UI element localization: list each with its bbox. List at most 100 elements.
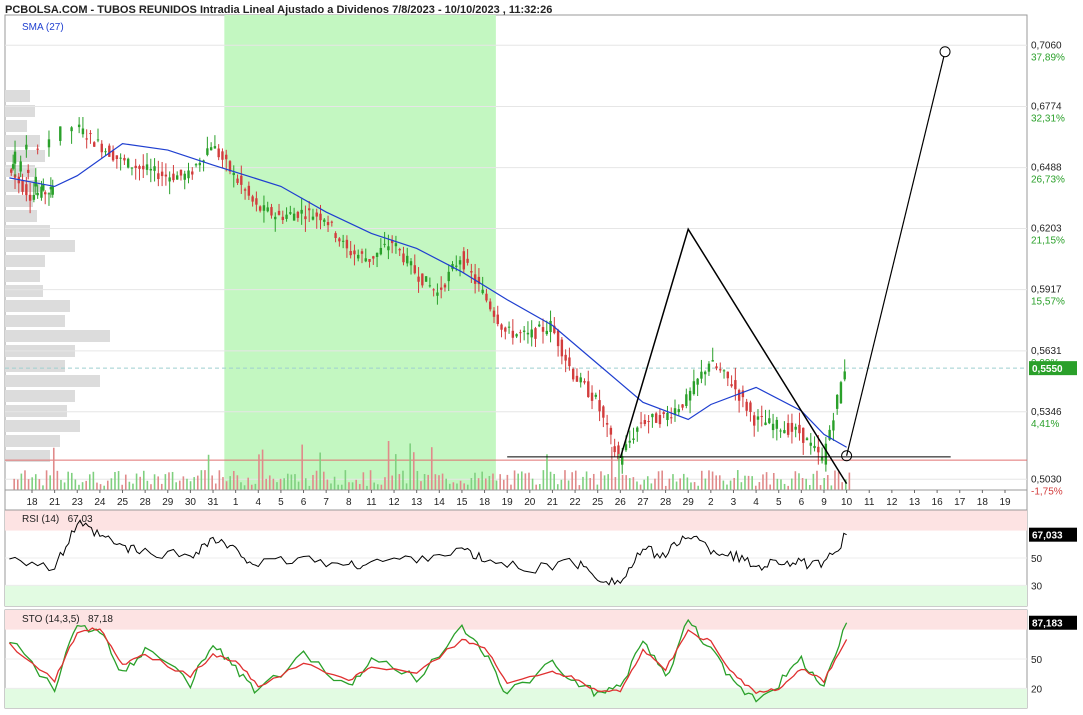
candle-body <box>160 171 164 177</box>
candle-body <box>21 180 24 192</box>
sto-last-value-label: 87,183 <box>1032 619 1063 630</box>
volume-bar <box>711 471 714 490</box>
volume-bar <box>524 473 527 490</box>
candle-body <box>783 430 786 434</box>
candle-body <box>70 127 73 132</box>
candle-body <box>119 157 122 159</box>
volume-bar <box>308 485 311 490</box>
candle-body <box>843 371 846 380</box>
y-tick-percent: -1,75% <box>1031 486 1063 497</box>
candle-body <box>677 409 680 413</box>
y-tick-label: 0,5917 <box>1031 285 1062 296</box>
volume-bar <box>420 481 422 490</box>
volume-profile-bar <box>5 210 37 222</box>
candle-body <box>387 246 390 251</box>
rsi-label: RSI (14) 67,03 <box>22 514 93 525</box>
volume-profile-bar <box>5 105 35 117</box>
candle-body <box>439 287 443 290</box>
candle-body <box>666 412 669 421</box>
candle-body <box>688 390 692 401</box>
candle-body <box>255 198 258 205</box>
volume-bar <box>312 474 314 490</box>
volume-bar <box>13 478 15 490</box>
volume-bar <box>754 485 757 490</box>
volume-bar <box>560 479 563 490</box>
candle-body <box>745 401 748 411</box>
volume-bar <box>571 472 573 490</box>
candle-body <box>42 184 45 191</box>
candle-body <box>353 250 356 255</box>
candle-body <box>651 413 654 418</box>
candle-body <box>258 206 262 211</box>
y-tick-percent: 21,15% <box>1031 236 1065 247</box>
volume-bar <box>92 471 95 490</box>
volume-bar <box>160 483 163 490</box>
volume-bar <box>81 482 84 490</box>
volume-bar <box>283 478 285 490</box>
volume-bar <box>747 475 750 490</box>
candle-body <box>108 145 111 157</box>
volume-bar <box>520 471 523 490</box>
x-tick-label: 6 <box>799 497 805 508</box>
candle-body <box>741 390 745 398</box>
volume-bar <box>409 443 411 490</box>
volume-profile-bar <box>5 195 33 207</box>
y-tick-label: 0,5346 <box>1031 407 1062 418</box>
candle-body <box>409 261 413 266</box>
candle-body <box>326 222 330 226</box>
candle-body <box>43 192 47 195</box>
volume-bar <box>596 484 599 490</box>
volume-bar <box>582 476 584 490</box>
volume-bar <box>204 470 206 490</box>
candle-body <box>232 172 235 176</box>
candle-body <box>526 332 530 335</box>
volume-bar <box>405 483 408 490</box>
candle-body <box>372 256 375 259</box>
volume-profile-bar <box>5 150 45 162</box>
x-tick-label: 18 <box>977 497 989 508</box>
volume-bar <box>790 478 793 490</box>
volume-bar <box>481 471 483 490</box>
volume-bar <box>661 470 663 490</box>
candle-body <box>726 371 730 379</box>
candle-body <box>225 154 228 160</box>
candle-body <box>383 243 386 245</box>
volume-bar <box>650 483 653 490</box>
volume-bar <box>808 484 811 490</box>
candle-body <box>670 417 673 419</box>
x-tick-label: 2 <box>708 497 714 508</box>
volume-bar <box>250 484 253 490</box>
volume-bar <box>578 485 581 490</box>
candle-body <box>243 189 247 191</box>
candle-body <box>357 254 360 259</box>
volume-bar <box>700 470 703 490</box>
volume-bar <box>376 484 379 490</box>
volume-profile-bar <box>5 375 100 387</box>
candle-body <box>51 185 54 195</box>
candle-body <box>703 371 707 375</box>
volume-bar <box>549 471 552 490</box>
x-tick-label: 4 <box>753 497 759 508</box>
volume-bar <box>837 471 840 490</box>
y-tick-percent: 26,73% <box>1031 175 1065 186</box>
volume-bar <box>736 470 739 490</box>
candle-body <box>247 185 251 196</box>
x-tick-label: 27 <box>637 497 649 508</box>
volume-bar <box>99 484 102 490</box>
volume-bar <box>398 474 401 490</box>
x-tick-label: 19 <box>502 497 514 508</box>
volume-bar <box>384 477 386 490</box>
candle-body <box>549 320 552 333</box>
candle-body <box>605 423 609 425</box>
volume-profile-bar <box>5 450 50 462</box>
sto-y-tick-label: 20 <box>1031 684 1043 695</box>
candle-body <box>764 422 767 426</box>
candle-body <box>296 211 300 218</box>
volume-bar <box>31 477 33 490</box>
candle-body <box>553 325 556 334</box>
volume-bar <box>38 479 41 490</box>
volume-bar <box>294 474 296 490</box>
rsi-last-value-tag <box>1029 527 1077 542</box>
volume-bar <box>52 447 55 490</box>
